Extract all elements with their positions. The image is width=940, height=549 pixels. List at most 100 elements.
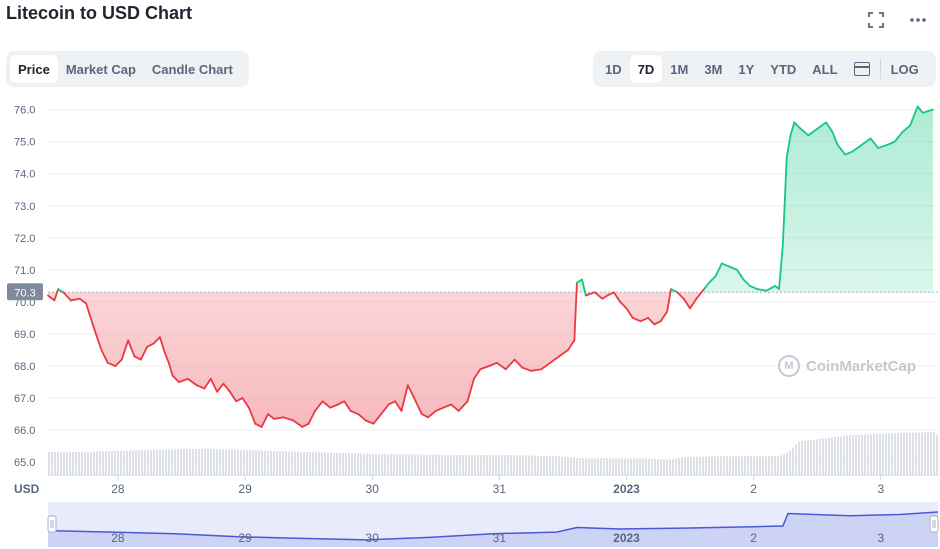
range-1d[interactable]: 1D	[605, 61, 622, 77]
volume-bar	[885, 433, 887, 475]
volume-bar	[606, 458, 608, 475]
volume-bar	[387, 454, 389, 475]
volume-bar	[828, 437, 830, 475]
page-title: Litecoin to USD Chart	[6, 3, 193, 23]
price-segment	[267, 413, 276, 420]
volume-bar	[594, 458, 596, 475]
tab-candle-chart[interactable]: Candle Chart	[151, 61, 233, 77]
price-segment	[413, 397, 423, 416]
more-icon[interactable]	[906, 8, 930, 32]
calendar-button[interactable]	[846, 55, 878, 83]
baseline-badge: 70.3	[7, 283, 43, 301]
volume-bar	[366, 453, 368, 475]
price-segment	[785, 134, 792, 159]
volume-bar	[816, 439, 818, 475]
price-segment	[639, 317, 650, 323]
volume-bar	[384, 454, 386, 475]
tab-market-cap[interactable]: Market Cap	[65, 61, 136, 77]
volume-bar	[150, 450, 152, 475]
volume-bar	[468, 455, 470, 475]
price-segment	[195, 384, 206, 390]
volume-bar	[420, 454, 422, 475]
volume-bar	[354, 453, 356, 475]
volume-bar	[846, 435, 848, 475]
x-tick-label: 28	[111, 482, 125, 496]
range-1y[interactable]: 1Y	[738, 61, 755, 77]
price-segment	[736, 268, 745, 281]
volume-bar	[618, 458, 620, 475]
price-segment	[844, 150, 854, 156]
volume-bar	[69, 451, 71, 475]
price-segment	[394, 400, 403, 412]
price-segment	[831, 131, 839, 146]
volume-bar	[831, 437, 833, 475]
volume-bar	[90, 451, 92, 475]
range-3m[interactable]: 3M	[704, 61, 723, 77]
range-1m[interactable]: 1M	[670, 61, 689, 77]
volume-bar	[777, 456, 779, 475]
volume-bar	[579, 458, 581, 475]
fullscreen-icon[interactable]	[864, 8, 888, 32]
price-segment	[216, 382, 225, 393]
volume-bar	[504, 455, 506, 475]
price-segment	[349, 409, 360, 416]
volume-bar	[918, 432, 920, 475]
price-segment	[653, 320, 662, 326]
price-segment	[666, 288, 672, 313]
volume-bar	[342, 452, 344, 475]
volume-bar	[159, 449, 161, 475]
tab-price[interactable]: Price	[10, 55, 58, 83]
volume-bar	[321, 452, 323, 475]
range-ytd[interactable]: YTD	[770, 61, 797, 77]
volume-bar	[834, 436, 836, 475]
volume-bar	[336, 452, 338, 475]
volume-bar	[360, 453, 362, 475]
price-segment	[466, 377, 475, 403]
volume-bar	[822, 438, 824, 475]
x-tick-label: 2	[750, 482, 757, 496]
volume-bar	[600, 458, 602, 475]
price-segment	[57, 288, 65, 294]
volume-bar	[912, 432, 914, 475]
volume-bar	[555, 456, 557, 475]
volume-bar	[840, 436, 842, 475]
x-tick-label: 30	[366, 482, 380, 496]
volume-bar	[399, 454, 401, 475]
volume-bar	[783, 454, 785, 475]
navigator-left-handle[interactable]	[47, 515, 57, 533]
log-toggle[interactable]: LOG	[890, 61, 919, 77]
navigator-right-handle[interactable]	[929, 515, 939, 533]
price-segment	[625, 307, 634, 319]
volume-bar	[576, 458, 578, 475]
y-tick-label: 76.0	[14, 105, 35, 117]
volume-bar	[543, 455, 545, 475]
volume-bar	[285, 451, 287, 475]
volume-bar	[642, 458, 644, 475]
volume-bar	[825, 438, 827, 475]
range-7d[interactable]: 7D	[629, 55, 663, 83]
price-segment	[167, 361, 174, 377]
volume-bar	[672, 459, 674, 475]
volume-bar	[459, 455, 461, 475]
volume-bar	[294, 451, 296, 475]
x-tick-label: 29	[238, 482, 252, 496]
handle-grip	[47, 515, 57, 533]
price-segment	[307, 409, 316, 425]
price-segment	[427, 409, 437, 419]
volume-bar	[891, 433, 893, 475]
volume-bar	[873, 434, 875, 475]
volume-bar	[921, 432, 923, 475]
navigator-tick-label: 3	[877, 531, 884, 545]
volume-bar	[480, 455, 482, 475]
volume-bar	[657, 458, 659, 475]
navigator-tick-label: 2023	[613, 531, 640, 545]
price-segment	[69, 297, 81, 302]
price-segment	[816, 121, 828, 130]
volume-bar	[855, 434, 857, 475]
volume-bar	[876, 433, 878, 475]
volume-bar	[666, 459, 668, 475]
range-all[interactable]: ALL	[812, 61, 838, 77]
x-tick-label: 2023	[613, 482, 640, 496]
price-segment	[877, 143, 889, 149]
price-segment	[479, 365, 491, 371]
